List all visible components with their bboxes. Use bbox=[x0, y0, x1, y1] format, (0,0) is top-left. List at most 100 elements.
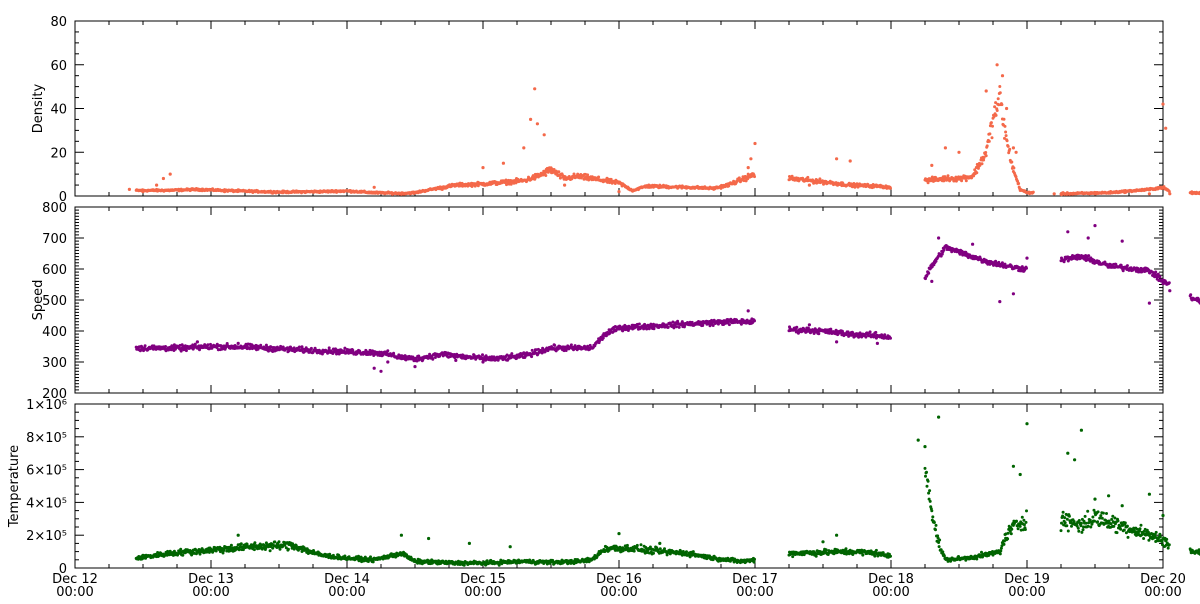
data-point-density bbox=[481, 166, 484, 169]
data-point-density bbox=[991, 136, 994, 139]
data-points bbox=[128, 63, 1200, 567]
data-point-density bbox=[947, 174, 950, 177]
data-point-speed bbox=[237, 342, 240, 345]
data-point-speed bbox=[379, 370, 382, 373]
data-point-density bbox=[1148, 192, 1151, 195]
data-point-speed bbox=[935, 260, 938, 263]
data-point-density bbox=[806, 176, 809, 179]
data-point-density bbox=[849, 159, 852, 162]
data-point-speed bbox=[808, 323, 811, 326]
data-point-density bbox=[373, 186, 376, 189]
data-point-speed bbox=[413, 365, 416, 368]
data-point-density bbox=[529, 118, 532, 121]
data-point-density bbox=[1015, 151, 1018, 154]
data-point-temperature bbox=[230, 544, 233, 547]
panel-frame-density bbox=[75, 21, 1163, 196]
data-point-temperature bbox=[181, 554, 184, 557]
data-point-density bbox=[617, 190, 620, 193]
data-point-density bbox=[960, 179, 963, 182]
data-point-density bbox=[753, 175, 756, 178]
data-point-speed bbox=[164, 345, 167, 348]
data-point-density bbox=[543, 133, 546, 136]
data-point-speed bbox=[1168, 289, 1171, 292]
data-point-density bbox=[1012, 146, 1015, 149]
data-point-speed bbox=[298, 346, 301, 349]
data-point-speed bbox=[454, 359, 457, 362]
data-point-density bbox=[1053, 192, 1056, 195]
data-point-density bbox=[441, 188, 444, 191]
data-point-speed bbox=[530, 355, 533, 358]
data-point-density bbox=[988, 132, 991, 135]
data-point-speed bbox=[1121, 240, 1124, 243]
data-point-density bbox=[985, 89, 988, 92]
data-point-density bbox=[559, 177, 562, 180]
data-point-speed bbox=[869, 330, 872, 333]
data-point-density bbox=[1008, 148, 1011, 151]
data-point-speed bbox=[829, 328, 832, 331]
data-point-density bbox=[1164, 127, 1167, 130]
data-point-density bbox=[991, 125, 994, 128]
data-point-speed bbox=[510, 352, 513, 355]
data-point-density bbox=[997, 97, 1000, 100]
data-point-density bbox=[1005, 134, 1008, 137]
data-point-density bbox=[957, 151, 960, 154]
data-point-speed bbox=[795, 326, 798, 329]
data-point-density bbox=[996, 109, 999, 112]
data-point-density bbox=[889, 187, 892, 190]
data-point-speed bbox=[942, 249, 945, 252]
data-point-speed bbox=[998, 300, 1001, 303]
data-point-speed bbox=[431, 358, 434, 361]
data-point-speed bbox=[747, 309, 750, 312]
data-point-temperature bbox=[240, 542, 243, 545]
data-point-density bbox=[1161, 103, 1164, 106]
data-point-density bbox=[522, 146, 525, 149]
data-point-density bbox=[975, 171, 978, 174]
data-point-density bbox=[155, 184, 158, 187]
data-point-density bbox=[999, 91, 1002, 94]
data-point-speed bbox=[1168, 281, 1171, 284]
data-point-density bbox=[502, 162, 505, 165]
data-point-speed bbox=[728, 323, 731, 326]
data-point-density bbox=[982, 159, 985, 162]
data-point-density bbox=[1017, 182, 1020, 185]
data-point-density bbox=[162, 177, 165, 180]
data-point-density bbox=[128, 188, 131, 191]
data-point-speed bbox=[144, 344, 147, 347]
data-point-speed bbox=[553, 344, 556, 347]
data-point-speed bbox=[653, 327, 656, 330]
data-point-speed bbox=[481, 353, 484, 356]
data-point-density bbox=[988, 140, 991, 143]
data-point-speed bbox=[835, 340, 838, 343]
data-point-density bbox=[141, 190, 144, 193]
panel-frames bbox=[75, 21, 1163, 568]
data-point-density bbox=[1012, 167, 1015, 170]
data-point-density bbox=[749, 157, 752, 160]
data-point-speed bbox=[876, 342, 879, 345]
data-point-speed bbox=[675, 325, 678, 328]
data-point-density bbox=[998, 85, 1001, 88]
data-point-speed bbox=[753, 319, 756, 322]
data-point-speed bbox=[310, 347, 313, 350]
data-point-density bbox=[1001, 74, 1004, 77]
data-point-speed bbox=[373, 367, 376, 370]
data-point-speed bbox=[672, 326, 675, 329]
data-point-density bbox=[586, 173, 589, 176]
data-point-density bbox=[1007, 145, 1010, 148]
data-point-density bbox=[985, 154, 988, 157]
data-point-density bbox=[995, 114, 998, 117]
data-point-density bbox=[930, 164, 933, 167]
data-point-density bbox=[965, 179, 968, 182]
data-point-speed bbox=[386, 349, 389, 352]
data-point-density bbox=[544, 174, 547, 177]
data-point-density bbox=[573, 173, 576, 176]
data-point-temperature bbox=[278, 540, 281, 543]
data-point-speed bbox=[1087, 236, 1090, 239]
data-point-speed bbox=[481, 360, 484, 363]
data-point-density bbox=[747, 166, 750, 169]
data-point-temperature bbox=[279, 548, 282, 551]
data-point-speed bbox=[602, 337, 605, 340]
data-point-density bbox=[1000, 103, 1003, 106]
data-point-speed bbox=[386, 360, 389, 363]
data-point-speed bbox=[1012, 292, 1015, 295]
